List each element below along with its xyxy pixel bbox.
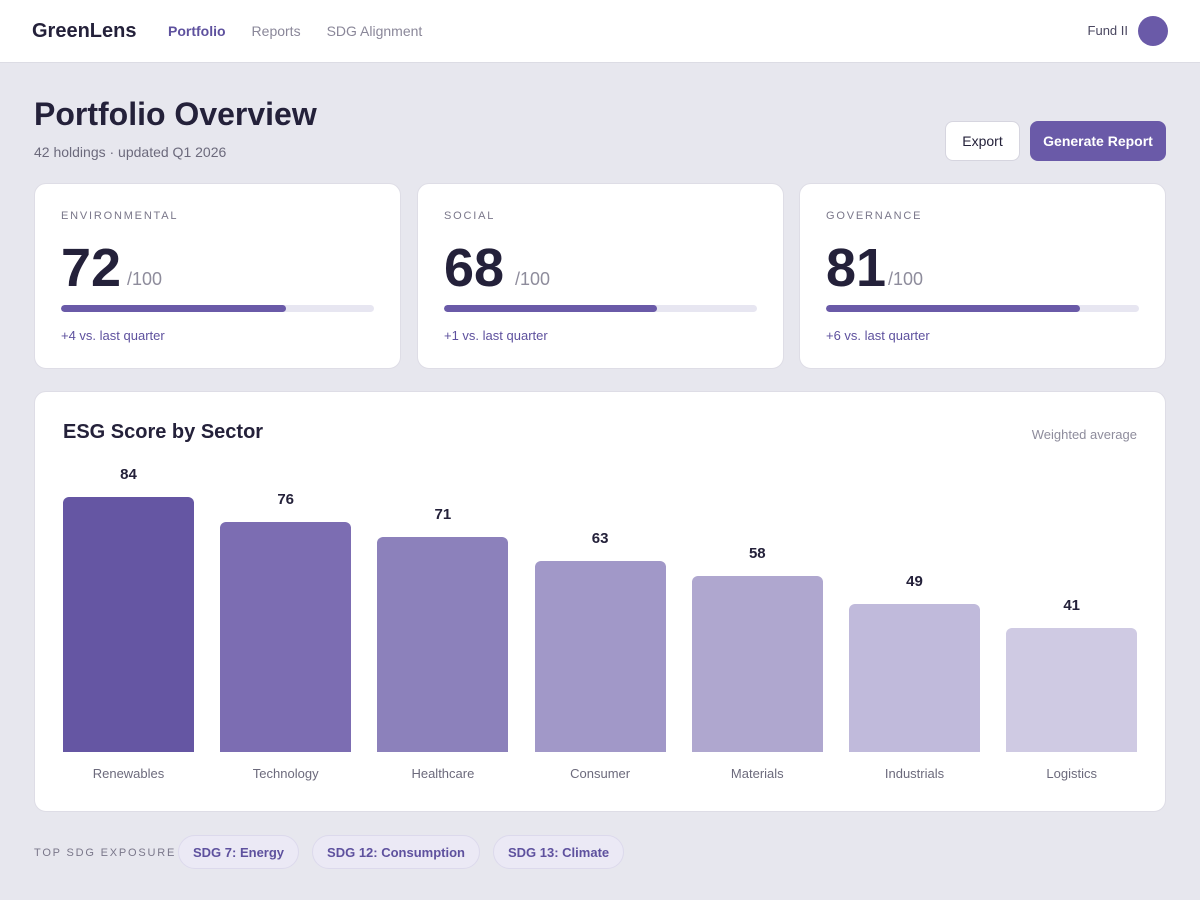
card-label: ENVIRONMENTAL — [61, 210, 179, 222]
nav-portfolio[interactable]: Portfolio — [168, 23, 226, 39]
bar-value-label: 49 — [906, 572, 923, 590]
card-delta: +1 vs. last quarter — [444, 328, 548, 343]
bar-logistics[interactable] — [1006, 627, 1138, 752]
social-score-card: SOCIAL 68 /100 +1 vs. last quarter — [417, 183, 784, 369]
card-label: SOCIAL — [444, 210, 496, 222]
generate-report-button[interactable]: Generate Report — [1030, 121, 1166, 161]
bar-healthcare[interactable] — [377, 536, 509, 752]
bar-value-label: 71 — [434, 505, 452, 523]
bar-category-label: Renewables — [92, 766, 165, 781]
card-progress-track — [444, 305, 757, 312]
chart-note: Weighted average — [1031, 427, 1137, 442]
export-button[interactable]: Export — [945, 121, 1020, 161]
bar-value-label: 84 — [120, 466, 137, 484]
card-max: /100 — [515, 269, 551, 289]
bar-category-label: Technology — [252, 766, 319, 781]
avatar[interactable] — [1138, 16, 1168, 46]
card-progress-track — [826, 305, 1139, 312]
bar-technology[interactable] — [220, 521, 352, 752]
bar-chart: 84 Renewables 76 Technology 71 Healthcare 63 Co… — [35, 392, 1165, 811]
sdg-chip-list: SDG 7: Energy SDG 12: Consumption SDG 13… — [178, 835, 625, 869]
bar-value-label: 58 — [748, 545, 766, 563]
bar-consumer[interactable] — [534, 561, 666, 752]
fund-selector[interactable]: Fund II — [1087, 23, 1128, 38]
bar-renewables[interactable] — [63, 497, 194, 752]
bar-value-label: 63 — [591, 530, 609, 548]
page-title: Portfolio Overview — [34, 96, 317, 132]
bar-industrials[interactable] — [849, 603, 980, 752]
card-score: 72 — [61, 238, 122, 298]
sdg-exposure-label: TOP SDG EXPOSURE — [34, 847, 177, 859]
card-progress-fill — [61, 305, 287, 312]
card-progress-track — [61, 305, 374, 312]
bar-category-label: Logistics — [1046, 766, 1097, 781]
chart-title: ESG Score by Sector — [63, 421, 264, 443]
card-label: GOVERNANCE — [826, 210, 923, 222]
bar-value-label: 41 — [1063, 596, 1081, 614]
brand-logo[interactable]: GreenLens — [32, 20, 137, 42]
sdg-chip-consumption[interactable]: SDG 12: Consumption — [312, 835, 480, 869]
nav-reports[interactable]: Reports — [251, 23, 301, 39]
bar-materials[interactable] — [691, 576, 823, 752]
card-progress-fill — [826, 305, 1080, 312]
bar-category-label: Consumer — [570, 766, 631, 781]
bar-value-label: 76 — [277, 490, 295, 508]
card-max: /100 — [888, 269, 924, 289]
bar-category-label: Materials — [730, 766, 784, 781]
main-nav: Portfolio Reports SDG Alignment — [168, 23, 422, 39]
bar-category-label: Industrials — [884, 766, 945, 781]
esg-sector-chart-card: ESG Score by Sector Weighted average 84 R… — [34, 391, 1166, 812]
nav-sdg-alignment[interactable]: SDG Alignment — [326, 23, 423, 39]
card-delta: +4 vs. last quarter — [61, 328, 165, 343]
top-bar: GreenLens Portfolio Reports SDG Alignmen… — [0, 0, 1200, 63]
card-delta: +6 vs. last quarter — [826, 328, 930, 343]
governance-score-card: GOVERNANCE 81 /100 +6 vs. last quarter — [799, 183, 1166, 369]
sdg-chip-energy[interactable]: SDG 7: Energy — [178, 835, 300, 869]
page-subtitle: 42 holdings · updated Q1 2026 — [34, 144, 227, 160]
card-score: 81 — [826, 238, 887, 298]
card-score: 68 — [444, 238, 505, 298]
bar-category-label: Healthcare — [411, 766, 475, 781]
environmental-score-card: ENVIRONMENTAL 72 /100 +4 vs. last quarte… — [34, 183, 401, 369]
sdg-chip-climate[interactable]: SDG 13: Climate — [492, 835, 625, 869]
card-progress-fill — [444, 305, 657, 312]
card-max: /100 — [127, 269, 163, 289]
